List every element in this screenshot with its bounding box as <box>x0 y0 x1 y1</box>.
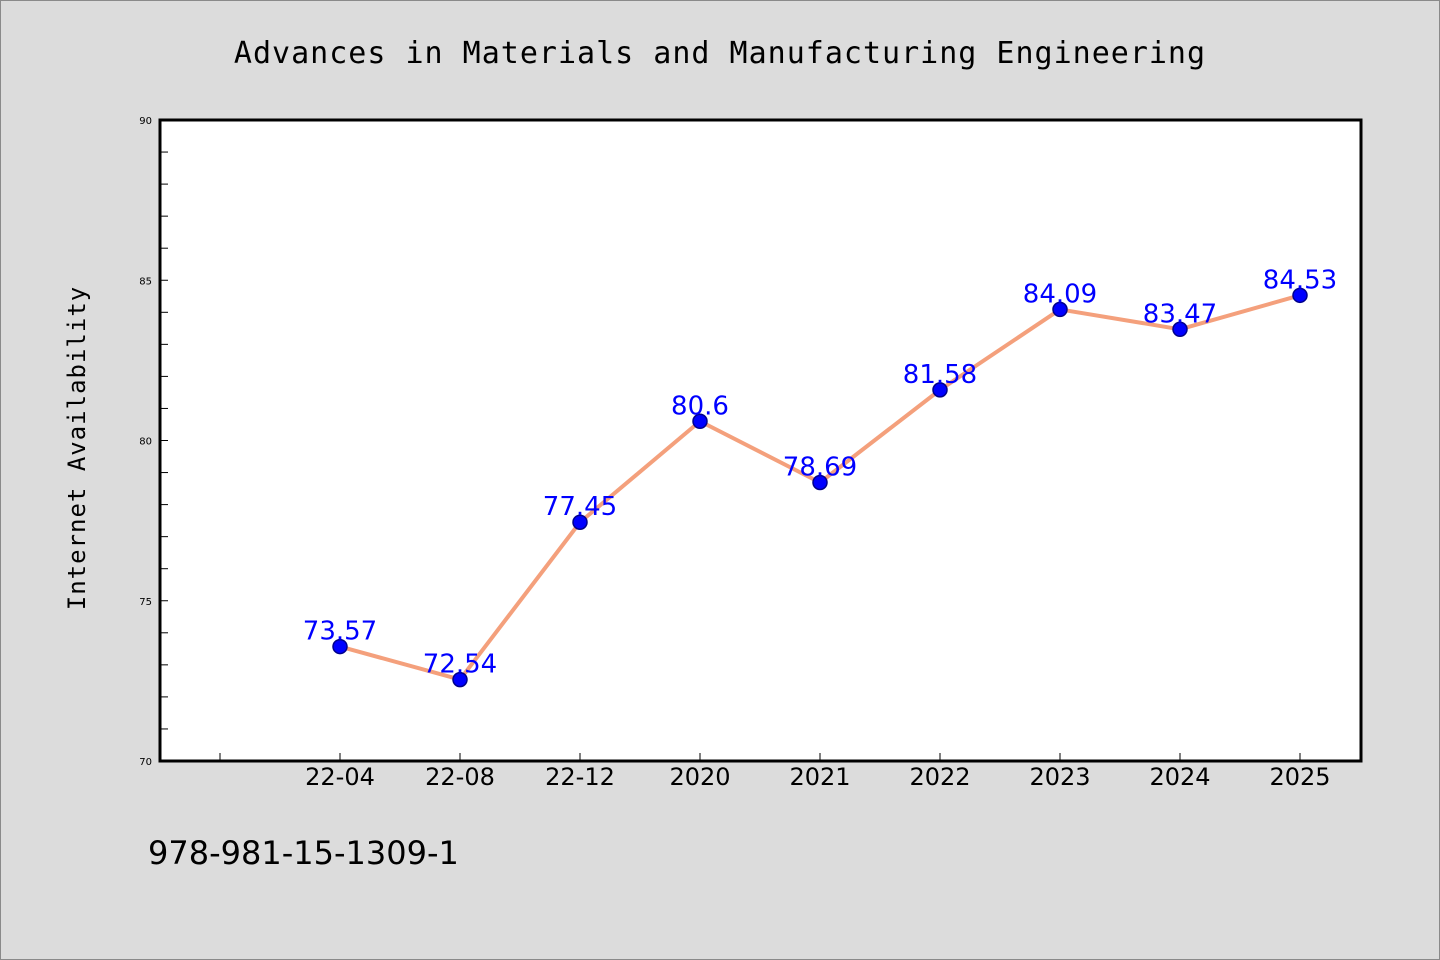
data-point <box>1052 301 1068 318</box>
data-label: 84.09 <box>1023 279 1097 309</box>
y-tick-label: 70 <box>139 757 152 768</box>
data-label: 78.69 <box>783 452 857 482</box>
x-tick-label: 2023 <box>1029 763 1090 791</box>
data-point <box>452 671 468 688</box>
data-label: 73.57 <box>303 617 377 647</box>
isbn-footer: 978-981-15-1309-1 <box>148 834 459 872</box>
x-tick-label: 2024 <box>1149 763 1210 791</box>
data-point <box>332 638 348 655</box>
data-point <box>812 474 828 491</box>
x-tick-label: 2022 <box>909 763 970 791</box>
y-tick-label: 85 <box>139 276 152 287</box>
data-point <box>572 514 588 530</box>
data-point <box>692 413 708 430</box>
data-label: 84.53 <box>1263 265 1337 295</box>
data-label: 81.58 <box>903 360 977 390</box>
data-label: 77.45 <box>543 492 617 522</box>
data-point <box>1292 287 1308 304</box>
y-axis-label: Internet Availability <box>63 286 91 610</box>
plot-area <box>160 120 1361 761</box>
data-label: 72.54 <box>423 650 497 680</box>
data-point <box>1172 321 1188 338</box>
data-point <box>932 382 948 398</box>
x-tick-label: 2021 <box>789 763 850 791</box>
data-label: 80.6 <box>671 391 729 421</box>
x-tick-label: 2025 <box>1269 763 1330 791</box>
x-tick-label: 22-12 <box>545 763 615 791</box>
x-tick-label: 22-04 <box>305 763 375 791</box>
chart-title: Advances in Materials and Manufacturing … <box>234 36 1206 71</box>
y-tick-label: 75 <box>139 597 152 608</box>
x-tick-label: 2020 <box>669 763 730 791</box>
x-tick-label: 22-08 <box>425 763 495 791</box>
y-tick-label: 80 <box>139 437 152 448</box>
plot-border <box>158 118 1363 763</box>
data-label: 83.47 <box>1143 299 1217 329</box>
y-tick-label: 90 <box>139 116 152 127</box>
